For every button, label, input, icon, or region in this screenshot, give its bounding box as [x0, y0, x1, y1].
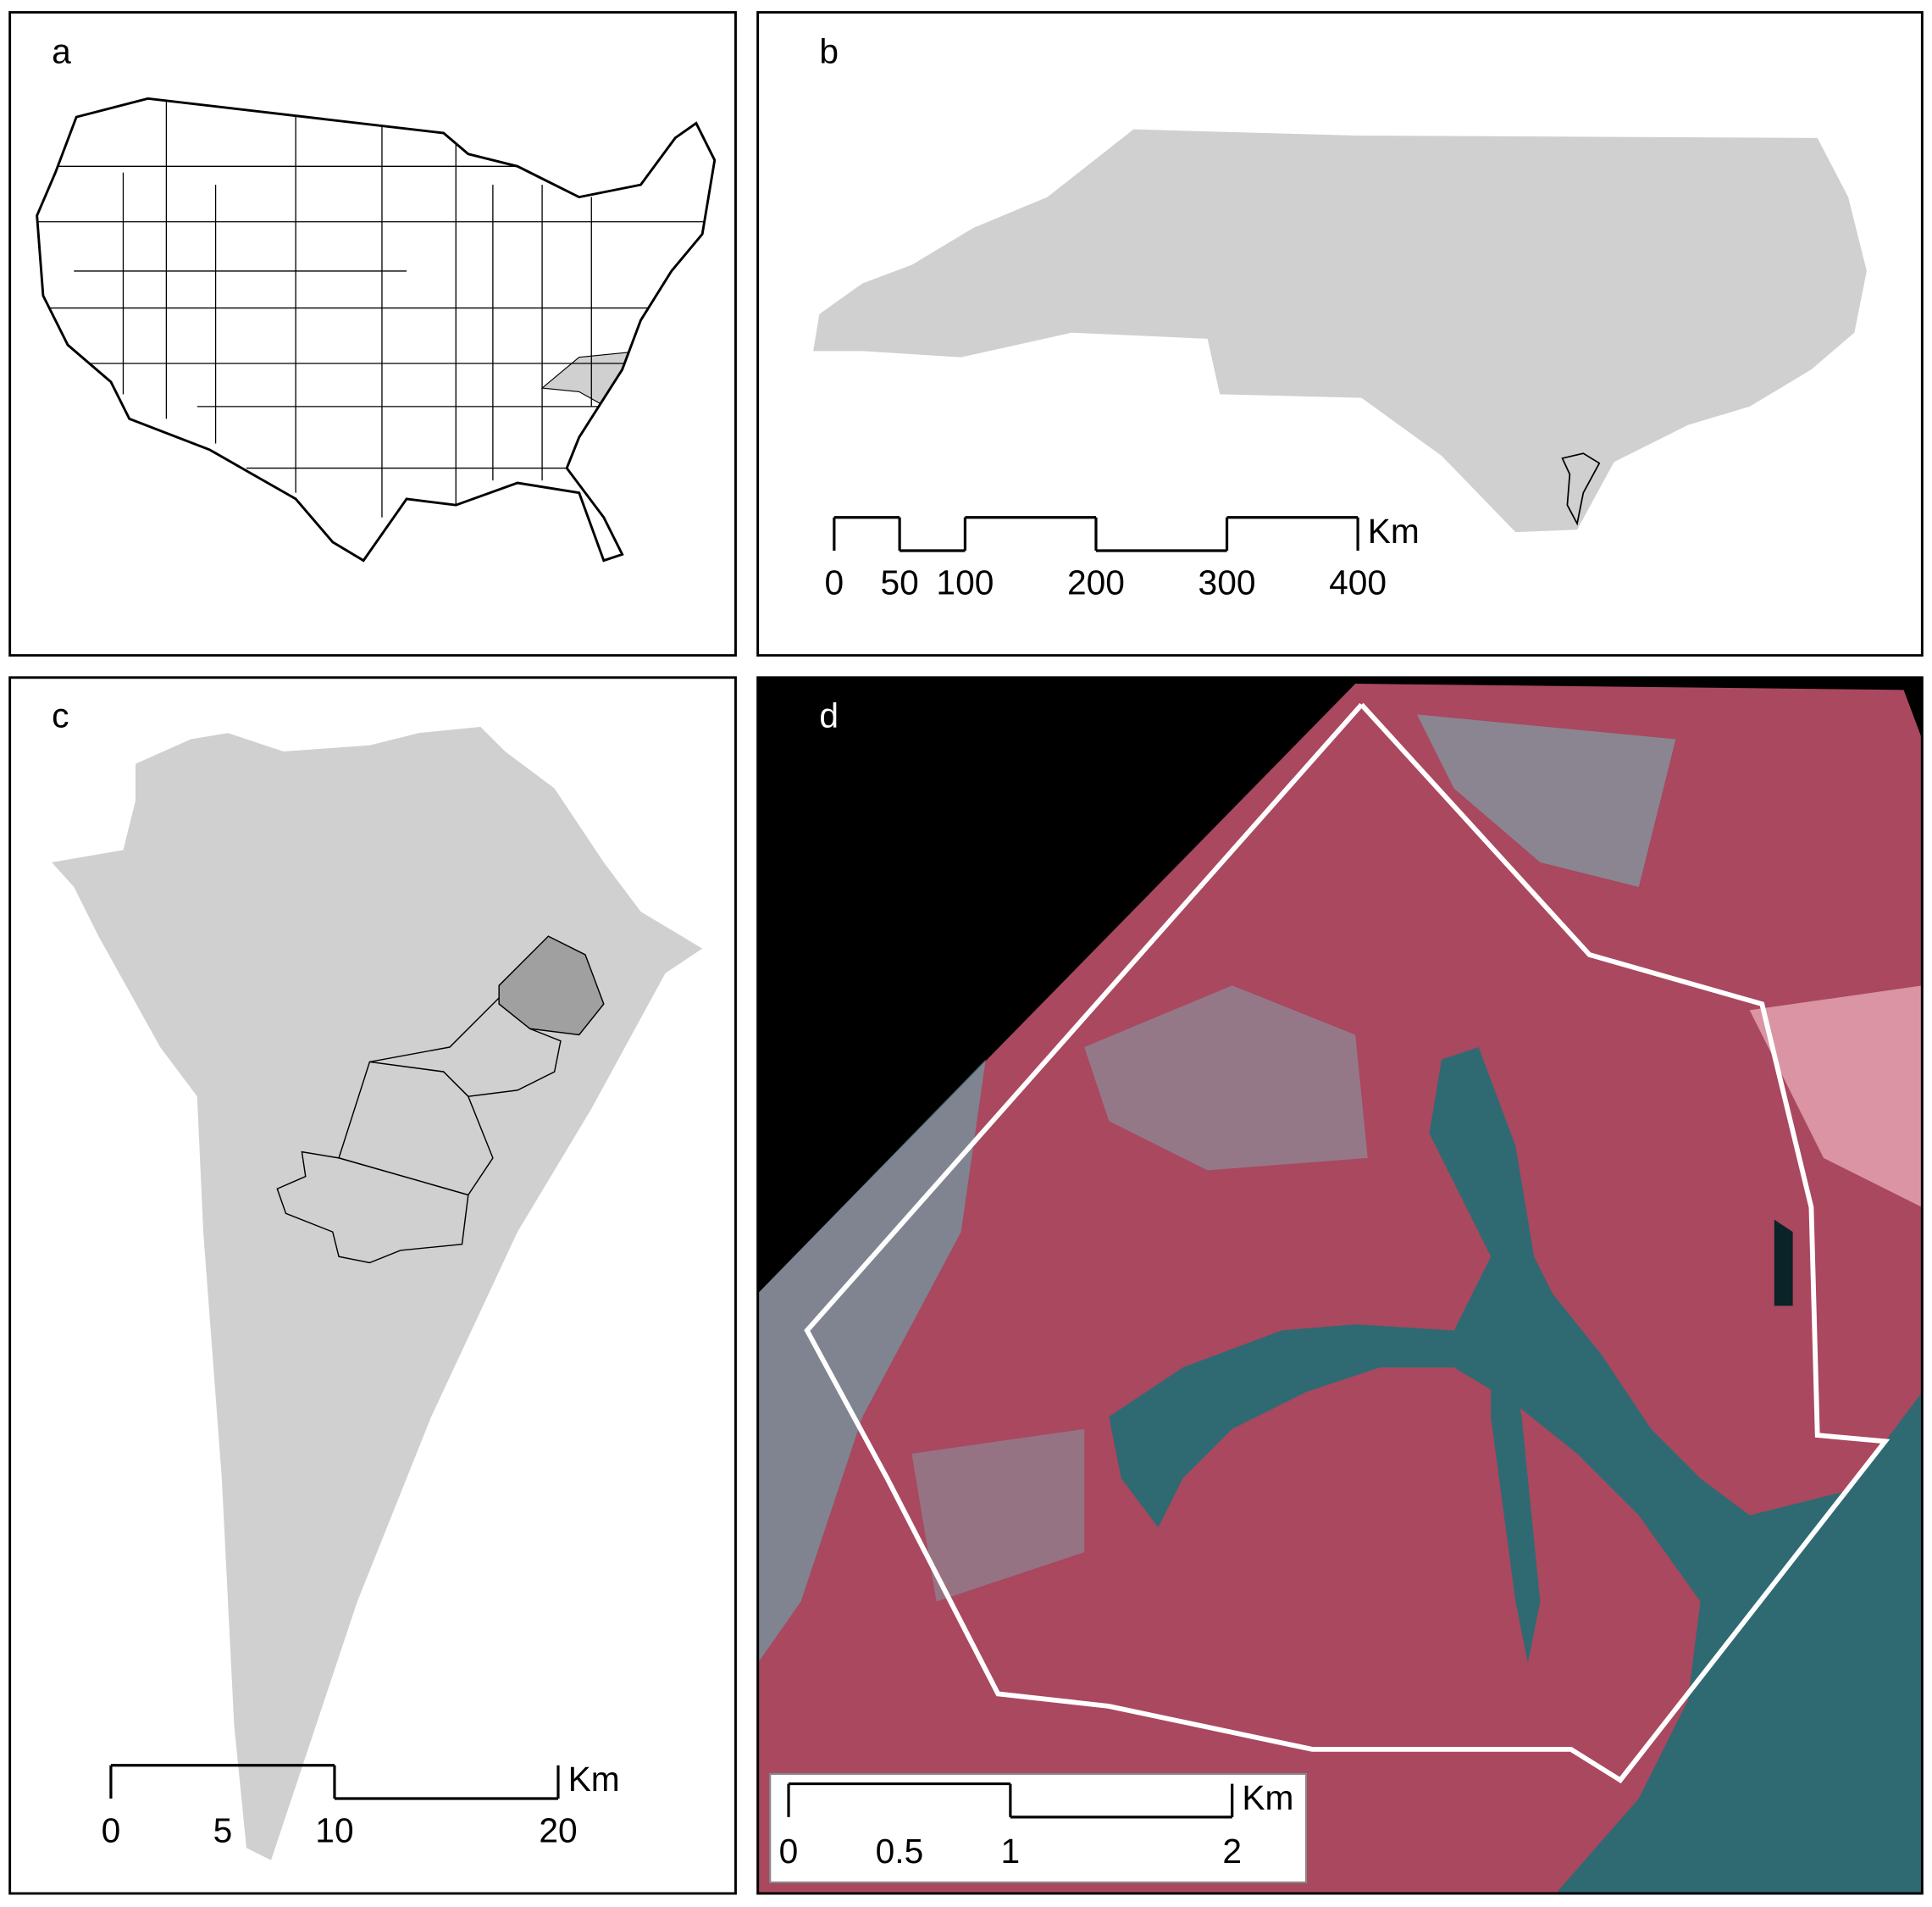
- scale-tick-label: 50: [880, 563, 918, 601]
- scale-box: [769, 1772, 1308, 1884]
- us-map: [36, 98, 715, 561]
- state-shape: [813, 129, 1867, 533]
- panel-c: c: [8, 676, 737, 1895]
- watersheds: [276, 935, 605, 1264]
- scale-tick-label: 0: [779, 1832, 799, 1871]
- scale-tick-label: 400: [1329, 563, 1387, 601]
- scale-tick-label: 0: [825, 563, 844, 601]
- scale-tick-label: 0.5: [876, 1832, 924, 1871]
- panel-frame: [756, 676, 1924, 1895]
- study-boundary: [804, 702, 1890, 1784]
- panel-frame: [8, 11, 737, 657]
- panel-frame: [8, 676, 737, 1895]
- county-shape: [52, 726, 703, 1860]
- us-outline: [36, 97, 717, 563]
- scale-unit: Km: [1242, 1778, 1293, 1817]
- panel-frame: [756, 11, 1924, 657]
- aerial-image: [759, 684, 1921, 1893]
- scale-tick-label: 20: [539, 1811, 577, 1850]
- scale-tick-label: 1: [1001, 1832, 1021, 1871]
- panel-d: d: [757, 677, 1923, 1894]
- panel-label: c: [52, 696, 69, 735]
- scale-tick-label: 2: [1222, 1832, 1242, 1871]
- panel-label: d: [819, 696, 839, 735]
- scale-tick-label: 5: [213, 1811, 233, 1850]
- scale-tick-label: 0: [102, 1811, 121, 1850]
- scale-tick-label: 10: [315, 1811, 353, 1850]
- county-outline: [1561, 452, 1601, 526]
- panel-label: b: [819, 32, 839, 71]
- scale-unit: Km: [568, 1760, 620, 1799]
- panel-label: a: [52, 32, 71, 71]
- scale-unit: Km: [1368, 512, 1420, 551]
- panel-a: a: [8, 11, 737, 657]
- panel-b: b: [756, 11, 1924, 657]
- scale-tick-label: 100: [936, 563, 994, 601]
- scale-tick-label: 200: [1067, 563, 1125, 601]
- scale-tick-label: 300: [1199, 563, 1256, 601]
